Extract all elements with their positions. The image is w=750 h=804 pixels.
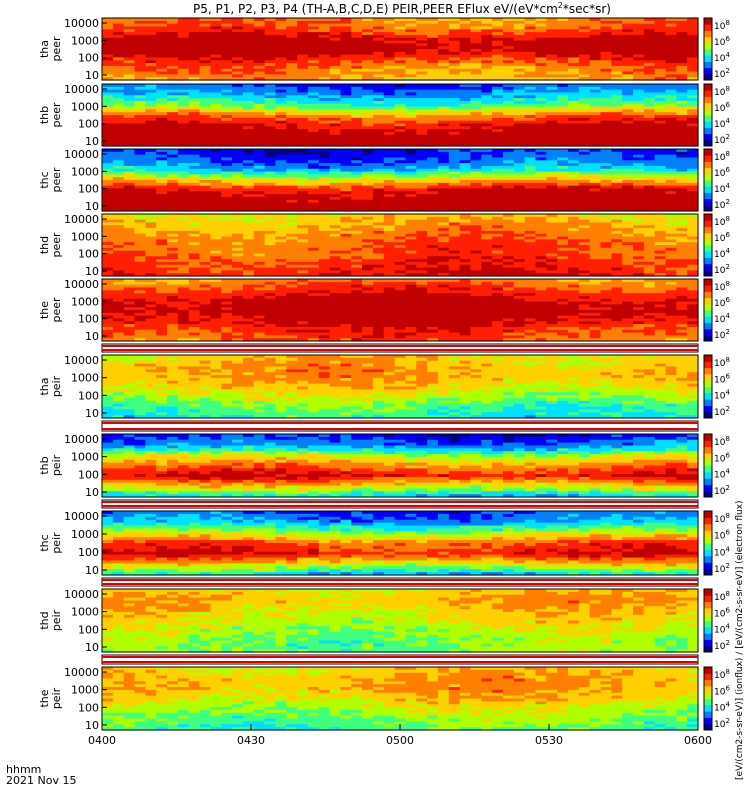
colorbar-swatch [704, 134, 712, 141]
colorbar-swatch [704, 84, 712, 91]
y-tick-label: 10 [85, 200, 99, 213]
colorbar-swatch [704, 18, 712, 25]
y-tick-label: 1000 [71, 230, 99, 243]
y-tick-label: 1000 [71, 34, 99, 47]
colorbar-swatch [704, 180, 712, 187]
colorbar-swatch [704, 257, 712, 264]
colorbar-tick-label: 106 [714, 35, 730, 48]
colorbar-swatch [704, 233, 712, 240]
y-tick-label: 10000 [64, 213, 99, 226]
figure-title: P5, P1, P2, P3, P4 (TH-A,B,C,D,E) PEIR,P… [193, 1, 611, 16]
colorbar-swatch [704, 43, 712, 50]
colorbar-tick-label: 108 [714, 19, 730, 32]
colorbar-swatch [704, 115, 712, 122]
colorbar-tick-label: 102 [714, 198, 730, 211]
colorbar-tick-label: 104 [714, 51, 730, 64]
colorbar-tick-label: 104 [714, 117, 730, 130]
y-tick-label: 1000 [71, 165, 99, 178]
colorbar-tick-label: 108 [714, 85, 730, 98]
colorbar-swatch [704, 24, 712, 31]
title-main: P5, P1, P2, P3, P4 (TH-A,B,C,D,E) PEIR,P… [193, 2, 558, 16]
colorbar-swatch [704, 226, 712, 233]
colorbar-2: 108 106 104 102 [704, 84, 730, 147]
colorbar-4: 108 106 104 102 [704, 214, 730, 277]
colorbar-swatch [704, 239, 712, 246]
colorbar-swatch [704, 251, 712, 258]
colorbar-swatch [704, 30, 712, 37]
y-tick-label: 1000 [71, 100, 99, 113]
colorbar-swatch [704, 214, 712, 221]
colorbar-swatch [704, 199, 712, 206]
colorbar-swatch [704, 49, 712, 56]
colorbar-swatch [704, 155, 712, 162]
y-tick-label: 100 [78, 118, 99, 131]
colorbar-1: 108 106 104 102 [704, 18, 730, 81]
colorbar-swatch [704, 55, 712, 62]
colorbar-tick-label: 108 [714, 150, 730, 163]
colorbar-swatch [704, 205, 712, 212]
y-tick-label: 100 [78, 183, 99, 196]
colorbar-swatch [704, 109, 712, 116]
colorbar-swatch [704, 90, 712, 97]
colorbar-swatch [704, 174, 712, 181]
colorbar-swatch [704, 192, 712, 199]
colorbar-swatch [704, 140, 712, 147]
colorbar-swatch [704, 149, 712, 156]
colorbar-tick-label: 106 [714, 101, 730, 114]
colorbar-tick-label: 102 [714, 67, 730, 80]
y-tick-label: 10000 [64, 17, 99, 30]
colorbar-swatch [704, 68, 712, 75]
title-tail: *sec*sr) [563, 2, 611, 16]
colorbar-tick-label: 102 [714, 263, 730, 276]
colorbar-swatch [704, 127, 712, 134]
colorbar-tick-label: 104 [714, 247, 730, 260]
y-tick-label: 100 [78, 52, 99, 65]
colorbar-swatch [704, 74, 712, 81]
y-axis-label: peer [50, 167, 63, 193]
y-tick-label: 10 [85, 135, 99, 148]
colorbar-tick-label: 104 [714, 182, 730, 195]
y-tick-label: 10 [85, 265, 99, 278]
colorbar-tick-label: 102 [714, 133, 730, 146]
y-axis-label: peer [50, 102, 63, 128]
colorbar-tick-label: 106 [714, 166, 730, 179]
colorbar-swatch [704, 96, 712, 103]
colorbar-swatch [704, 186, 712, 193]
y-tick-label: 10000 [64, 148, 99, 161]
y-tick-label: 10 [85, 69, 99, 82]
colorbar-swatch [704, 264, 712, 271]
colorbar-swatch [704, 245, 712, 252]
colorbar-3: 108 106 104 102 [704, 149, 730, 212]
y-tick-label: 10000 [64, 83, 99, 96]
colorbar-swatch [704, 121, 712, 128]
y-axis-label: peer [50, 36, 63, 62]
colorbar-swatch [704, 168, 712, 175]
colorbar-swatch [704, 103, 712, 110]
colorbar-tick-label: 106 [714, 231, 730, 244]
colorbar-swatch [704, 61, 712, 68]
y-tick-label: 100 [78, 248, 99, 261]
colorbar-swatch [704, 161, 712, 168]
colorbar-swatch [704, 220, 712, 227]
colorbar-swatch [704, 37, 712, 44]
colorbar-tick-label: 108 [714, 215, 730, 228]
y-axis-label: peer [50, 232, 63, 258]
colorbar-swatch [704, 270, 712, 277]
